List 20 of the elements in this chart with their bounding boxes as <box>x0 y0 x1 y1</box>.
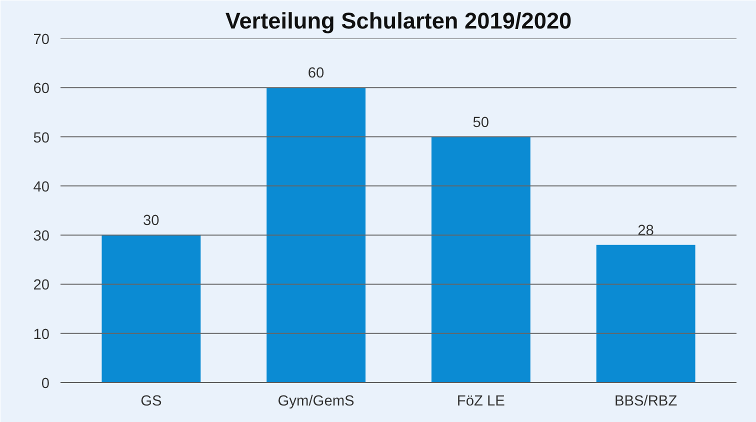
chart-title: Verteilung Schularten 2019/2020 <box>225 8 572 34</box>
x-tick-label: GS <box>140 394 162 410</box>
y-tick-label: 60 <box>33 81 50 98</box>
data-label: 50 <box>472 114 490 131</box>
data-label: 30 <box>143 213 160 230</box>
y-tick-label: 0 <box>41 376 50 392</box>
x-tick-label: Gym/GemS <box>278 394 355 410</box>
y-tick-label: 30 <box>33 228 50 245</box>
x-tick-label: BBS/RBZ <box>614 394 678 410</box>
bar <box>596 244 696 382</box>
y-tick-label: 50 <box>33 130 50 146</box>
bar <box>266 88 366 382</box>
bar <box>102 235 201 382</box>
y-tick-label: 70 <box>33 32 50 48</box>
x-tick-label: FöZ LE <box>456 394 506 410</box>
bar <box>431 136 530 382</box>
y-tick-label: 20 <box>33 278 50 294</box>
y-tick-label: 40 <box>33 179 50 196</box>
y-tick-label: 10 <box>33 326 50 343</box>
data-label: 60 <box>308 66 324 82</box>
